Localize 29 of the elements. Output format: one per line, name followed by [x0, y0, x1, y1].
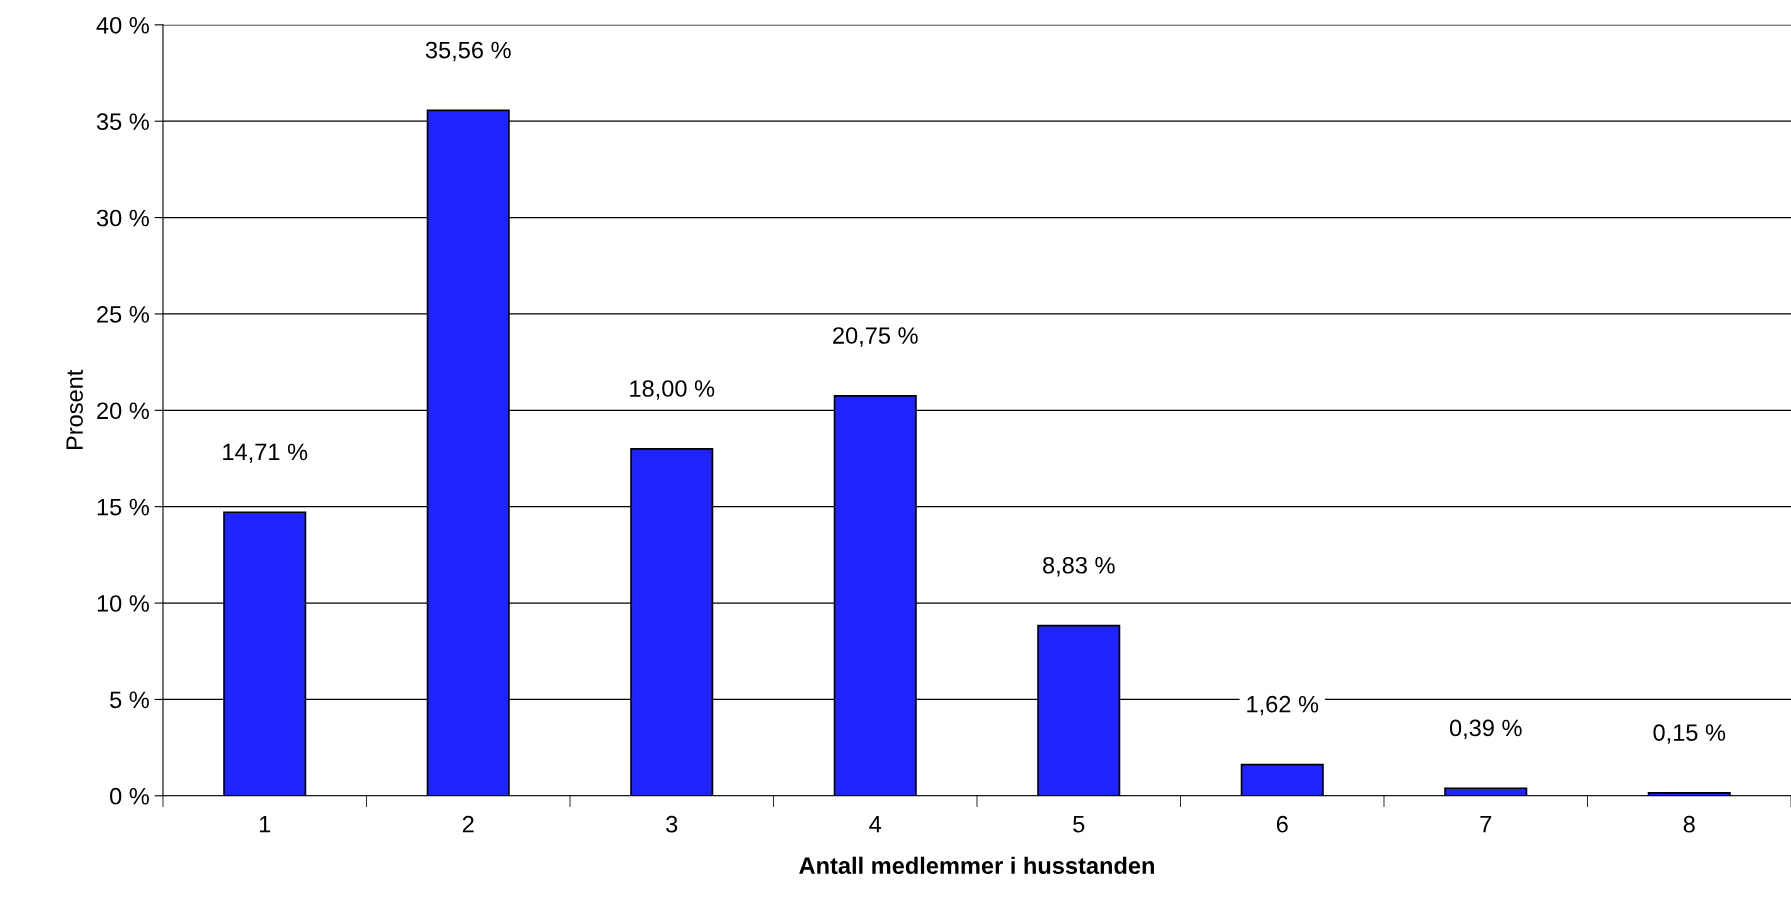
x-tick-label: 1 — [259, 816, 271, 833]
y-axis-title: Prosent — [66, 369, 83, 450]
bar — [1444, 787, 1528, 796]
y-tick-label: 20 % — [97, 402, 149, 420]
y-tick-label: 35 % — [96, 113, 149, 130]
data-label: 8,83 % — [1043, 556, 1115, 577]
x-tick-label: 2 — [462, 815, 474, 833]
data-label: 0,39 % — [1449, 719, 1522, 740]
data-label: 20,75 % — [833, 327, 918, 347]
data-label: 35,56 % — [425, 41, 511, 62]
x-tick-label: 7 — [1480, 816, 1492, 833]
y-tick-label: 0 % — [110, 787, 149, 805]
y-tick-label: 25 % — [97, 306, 149, 323]
x-tick-label: 5 — [1073, 816, 1085, 833]
y-tick-label: 5 % — [110, 691, 149, 709]
data-label: 0,15 % — [1653, 724, 1726, 744]
x-tick-label: 8 — [1683, 815, 1695, 833]
y-tick-label: 15 % — [97, 498, 149, 516]
y-tick-label: 40 % — [96, 16, 149, 34]
x-tick-label: 6 — [1276, 815, 1288, 833]
data-label: 1,62 % — [1247, 695, 1319, 716]
x-tick-label: 3 — [666, 815, 678, 833]
data-label: 14,71 % — [223, 443, 308, 464]
bar — [1240, 763, 1324, 796]
data-label: 18,00 % — [630, 380, 715, 400]
x-axis-title: Antall medlemmer i husstanden — [799, 856, 1154, 875]
x-tick-label: 4 — [869, 816, 882, 833]
y-tick-label: 10 % — [97, 595, 149, 612]
y-tick-label: 30 % — [96, 209, 149, 227]
